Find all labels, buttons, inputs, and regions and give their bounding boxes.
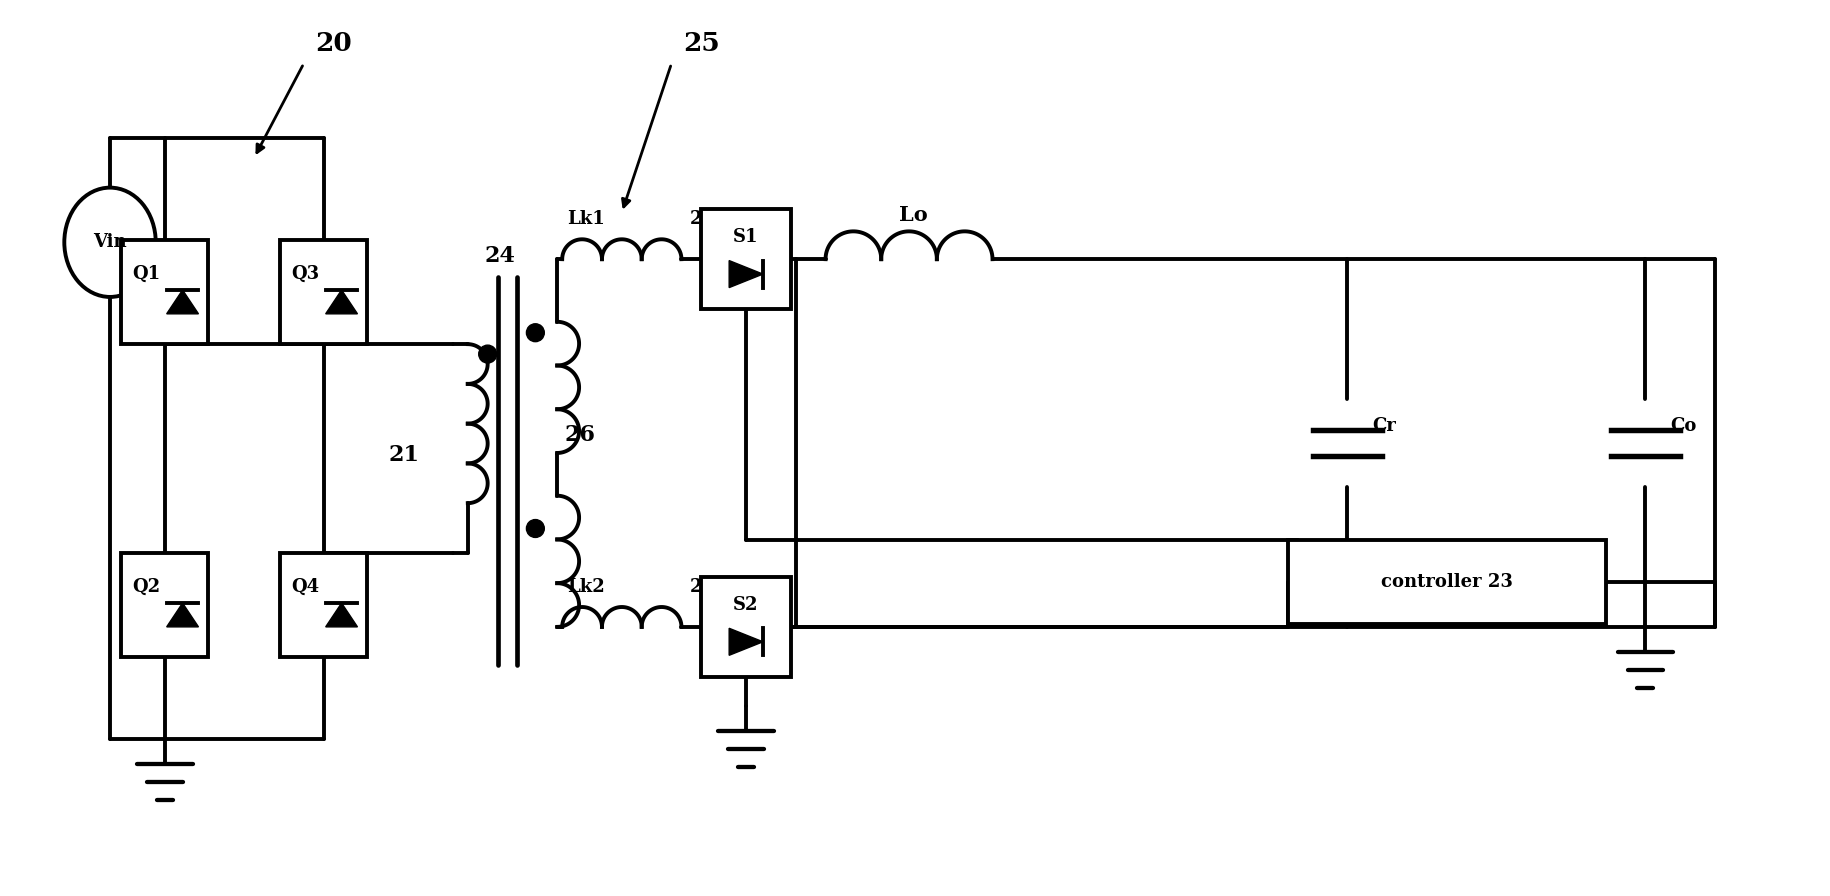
Bar <box>280 240 368 344</box>
Text: Q1: Q1 <box>134 265 161 283</box>
Bar <box>701 210 791 309</box>
Ellipse shape <box>64 187 156 297</box>
Text: 27: 27 <box>690 578 714 596</box>
Text: Lo: Lo <box>899 205 928 226</box>
Text: 24: 24 <box>485 246 516 267</box>
Polygon shape <box>167 603 198 627</box>
Text: Co: Co <box>1671 418 1696 435</box>
Text: controller 23: controller 23 <box>1382 573 1513 591</box>
Polygon shape <box>728 261 763 288</box>
Text: 20: 20 <box>315 31 351 56</box>
Text: Q4: Q4 <box>291 578 320 596</box>
Circle shape <box>527 323 544 341</box>
Bar <box>1288 540 1605 625</box>
Polygon shape <box>326 290 357 314</box>
Text: 27: 27 <box>690 211 714 228</box>
Text: 25: 25 <box>683 31 719 56</box>
Polygon shape <box>167 290 198 314</box>
Polygon shape <box>326 603 357 627</box>
Bar <box>280 553 368 657</box>
Text: Lk2: Lk2 <box>567 578 606 596</box>
Text: Vin: Vin <box>93 233 126 251</box>
Bar <box>701 577 791 676</box>
Circle shape <box>479 345 496 363</box>
Text: Cr: Cr <box>1372 418 1396 435</box>
Polygon shape <box>728 628 763 655</box>
Text: 21: 21 <box>388 444 419 466</box>
Text: 26: 26 <box>564 424 595 446</box>
Text: Lk1: Lk1 <box>567 211 606 228</box>
Text: S2: S2 <box>734 596 759 614</box>
Bar <box>121 553 209 657</box>
Bar <box>121 240 209 344</box>
Text: S1: S1 <box>734 228 759 246</box>
Text: Q2: Q2 <box>134 578 161 596</box>
Circle shape <box>527 520 544 538</box>
Text: Q3: Q3 <box>291 265 320 283</box>
